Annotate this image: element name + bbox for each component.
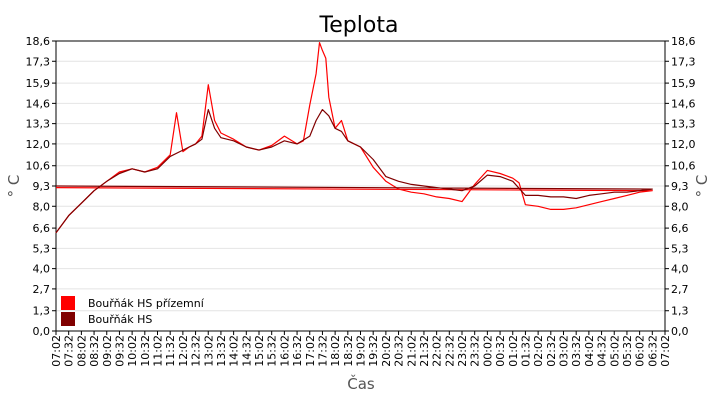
chart-title: Teplota [319,13,399,38]
y-tick-label-right: 0,0 [671,325,689,338]
legend-label: Bouřňák HS [88,313,152,326]
y-tick-label-right: 1,3 [671,305,689,318]
x-tick-label: 07:02 [50,335,63,367]
x-tick-label: 06:32 [646,335,659,367]
y-tick-label-right: 2,7 [671,283,689,296]
y-tick-label-left: 18,6 [26,35,51,48]
x-tick-label: 21:32 [418,335,431,367]
x-tick-label: 19:32 [367,335,380,367]
x-tick-label: 03:32 [570,335,583,367]
x-tick-label: 16:02 [278,335,291,367]
legend: Bouřňák HS přízemní Bouřňák HS [61,296,205,326]
y-tick-label-left: 12,0 [26,138,51,151]
y-tick-label-right: 14,6 [671,97,696,110]
y-tick-label-right: 18,6 [671,35,696,48]
x-tick-label: 10:02 [126,335,139,367]
y-tick-label-left: 5,3 [33,242,51,255]
y-tick-label-left: 0,0 [33,325,51,338]
y-axis-title-right: ° C [693,175,711,198]
x-tick-label: 00:32 [494,335,507,367]
y-tick-label-left: 17,3 [26,55,51,68]
x-tick-label: 20:32 [393,335,406,367]
y-tick-label-left: 1,3 [33,305,51,318]
y-tick-label-left: 9,3 [33,180,51,193]
legend-label: Bouřňák HS přízemní [88,297,205,310]
x-tick-label: 07:02 [659,335,672,367]
y-tick-label-right: 5,3 [671,242,689,255]
x-tick-label: 13:32 [215,335,228,367]
x-tick-label: 03:02 [558,335,571,367]
x-tick-label: 11:02 [152,335,165,367]
x-tick-label: 08:32 [88,335,101,367]
y-tick-label-left: 4,0 [33,263,51,276]
x-tick-label: 17:02 [304,335,317,367]
x-tick-label: 18:32 [342,335,355,367]
x-tick-label: 02:02 [532,335,545,367]
y-tick-label-right: 15,9 [671,77,696,90]
x-tick-label: 08:02 [75,335,88,367]
x-tick-label: 12:02 [177,335,190,367]
x-tick-label: 05:02 [608,335,621,367]
x-tick-label: 01:32 [519,335,532,367]
x-tick-label: 04:02 [583,335,596,367]
y-tick-label-right: 6,6 [671,222,689,235]
x-tick-label: 07:32 [63,335,76,367]
x-tick-label: 05:32 [621,335,634,367]
x-tick-label: 06:02 [634,335,647,367]
x-tick-label: 12:32 [190,335,203,367]
legend-swatch [61,296,75,310]
x-tick-label: 21:02 [405,335,418,367]
x-tick-label: 16:32 [291,335,304,367]
y-tick-label-left: 6,6 [33,222,51,235]
x-tick-label: 22:32 [443,335,456,367]
series-line-1 [55,41,653,234]
x-tick-label: 11:32 [164,335,177,367]
x-tick-label: 09:02 [101,335,114,367]
x-tick-label: 04:32 [596,335,609,367]
x-tick-label: 09:32 [113,335,126,367]
y-tick-label-right: 12,0 [671,138,696,151]
y-tick-label-right: 17,3 [671,55,696,68]
series-line-2 [55,108,653,234]
x-tick-label: 00:02 [481,335,494,367]
y-tick-label-right: 8,0 [671,200,689,213]
y-tick-label-left: 14,6 [26,97,51,110]
x-tick-label: 22:02 [431,335,444,367]
x-tick-label: 17:32 [316,335,329,367]
legend-swatch [61,312,75,326]
x-tick-label: 13:02 [202,335,215,367]
y-tick-label-left: 10,6 [26,160,51,173]
x-tick-label: 23:02 [456,335,469,367]
x-axis-title: Čas [347,374,375,393]
x-tick-label: 10:32 [139,335,152,367]
x-tick-label: 19:02 [355,335,368,367]
x-tick-label: 01:02 [507,335,520,367]
y-tick-label-right: 10,6 [671,160,696,173]
y-axis-title-left: ° C [5,175,23,198]
y-tick-label-left: 13,3 [26,118,51,131]
x-tick-label: 15:02 [253,335,266,367]
x-tick-label: 02:32 [545,335,558,367]
y-tick-label-right: 9,3 [671,180,689,193]
x-tick-label: 14:32 [240,335,253,367]
x-tick-label: 20:02 [380,335,393,367]
x-tick-label: 15:32 [266,335,279,367]
x-tick-label: 23:32 [469,335,482,367]
y-tick-label-right: 4,0 [671,263,689,276]
y-tick-label-right: 13,3 [671,118,696,131]
y-tick-label-left: 15,9 [26,77,51,90]
y-tick-label-left: 8,0 [33,200,51,213]
x-tick-label: 18:02 [329,335,342,367]
x-tick-label: 14:02 [228,335,241,367]
y-tick-label-left: 2,7 [33,283,51,296]
